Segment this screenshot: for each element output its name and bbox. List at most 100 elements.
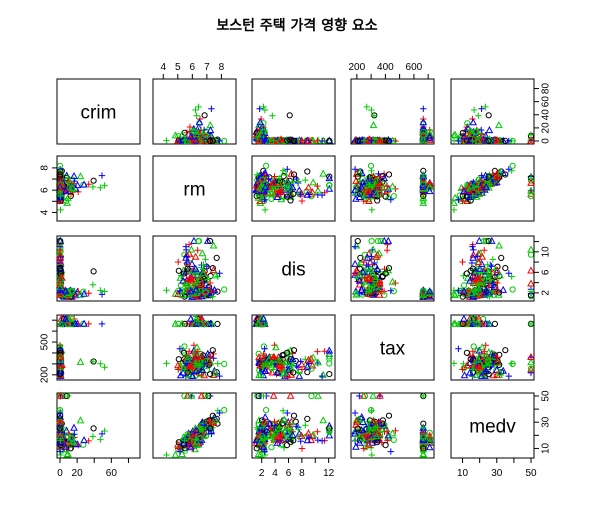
point-plus	[361, 274, 368, 282]
point-plus	[298, 445, 306, 452]
point-plus	[189, 137, 196, 144]
panel-medv-vs-rm	[152, 391, 237, 459]
point-plus	[209, 293, 216, 300]
point-plus	[368, 177, 375, 185]
point-circle	[354, 238, 361, 245]
point-plus	[360, 258, 367, 266]
x-axis-medv-bottom: 10 30 50	[457, 457, 537, 479]
point-triangle	[179, 276, 187, 284]
point-plus	[470, 184, 478, 191]
point-plus	[183, 259, 190, 267]
point-plus	[455, 345, 462, 352]
point-triangle	[176, 273, 185, 281]
panel-frame	[350, 155, 435, 222]
point-triangle	[467, 289, 476, 297]
point-plus	[194, 247, 201, 254]
point-plus	[284, 409, 291, 417]
point-plus	[475, 365, 483, 373]
point-circle	[382, 270, 389, 277]
point-plus	[365, 263, 372, 270]
point-triangle	[355, 276, 364, 284]
point-plus	[366, 266, 373, 273]
panel-tax-vs-tax: tax	[350, 314, 435, 381]
point-circle	[268, 444, 275, 451]
tick-label: 8	[299, 468, 305, 479]
point-plus	[360, 137, 368, 144]
point-triangle	[309, 353, 318, 361]
point-triangle	[171, 131, 180, 139]
point-triangle	[280, 368, 289, 376]
point-plus	[186, 123, 194, 131]
point-triangle	[460, 371, 469, 379]
point-circle	[326, 182, 333, 189]
point-triangle	[352, 265, 361, 273]
point-plus	[101, 364, 108, 371]
point-triangle	[450, 198, 458, 206]
point-triangle	[372, 183, 381, 191]
point-plus	[189, 432, 196, 439]
point-triangle	[186, 360, 195, 368]
point-triangle	[186, 132, 195, 140]
point-plus	[201, 360, 208, 367]
point-triangle	[260, 417, 269, 425]
point-triangle	[425, 187, 434, 195]
tick-label: 50	[525, 468, 537, 479]
point-circle	[286, 112, 293, 119]
point-triangle	[499, 285, 508, 293]
y-axis-rm-left: 468	[40, 165, 58, 215]
point-plus	[289, 420, 296, 427]
point-plus	[450, 360, 458, 367]
point-circle	[354, 425, 361, 432]
point-circle	[509, 360, 516, 367]
point-plus	[488, 284, 495, 291]
point-circle	[90, 425, 97, 432]
point-circle	[207, 137, 214, 145]
point-plus	[460, 360, 467, 368]
point-triangle	[187, 245, 196, 253]
point-plus	[208, 430, 215, 438]
point-triangle	[178, 291, 186, 299]
point-circle	[502, 347, 509, 354]
point-plus	[181, 366, 188, 373]
point-plus	[314, 348, 321, 355]
point-triangle	[372, 189, 381, 197]
point-plus	[370, 112, 378, 119]
point-triangle	[490, 282, 499, 290]
point-plus	[176, 345, 184, 352]
panel-crim-vs-tax	[350, 78, 435, 145]
point-triangle	[304, 355, 313, 363]
tick-label: 8	[40, 165, 51, 171]
point-plus	[194, 348, 201, 355]
point-plus	[183, 360, 190, 367]
point-triangle	[496, 271, 504, 279]
point-triangle	[325, 431, 334, 439]
point-triangle	[193, 343, 201, 351]
point-circle	[326, 353, 333, 360]
point-triangle	[295, 371, 304, 379]
point-circle	[290, 369, 297, 376]
point-triangle	[192, 314, 201, 322]
point-triangle	[269, 178, 278, 186]
point-circle	[209, 412, 216, 419]
point-triangle	[354, 272, 362, 280]
point-circle	[195, 238, 202, 245]
point-plus	[527, 320, 535, 328]
point-triangle	[425, 132, 434, 140]
point-plus	[163, 451, 170, 459]
point-triangle	[259, 314, 268, 322]
point-plus	[257, 177, 264, 185]
tick-label: 500	[40, 333, 51, 350]
point-circle	[64, 176, 71, 183]
point-plus	[475, 274, 483, 282]
point-triangle	[64, 193, 72, 201]
point-triangle	[482, 136, 491, 144]
panel-dis-vs-crim	[56, 235, 141, 302]
point-triangle	[352, 290, 361, 298]
point-circle	[57, 171, 64, 178]
point-triangle	[496, 136, 504, 144]
tick-label: 200	[349, 62, 366, 73]
point-triangle	[363, 253, 372, 261]
point-circle	[57, 265, 64, 272]
panel-tax-vs-medv	[450, 314, 535, 381]
